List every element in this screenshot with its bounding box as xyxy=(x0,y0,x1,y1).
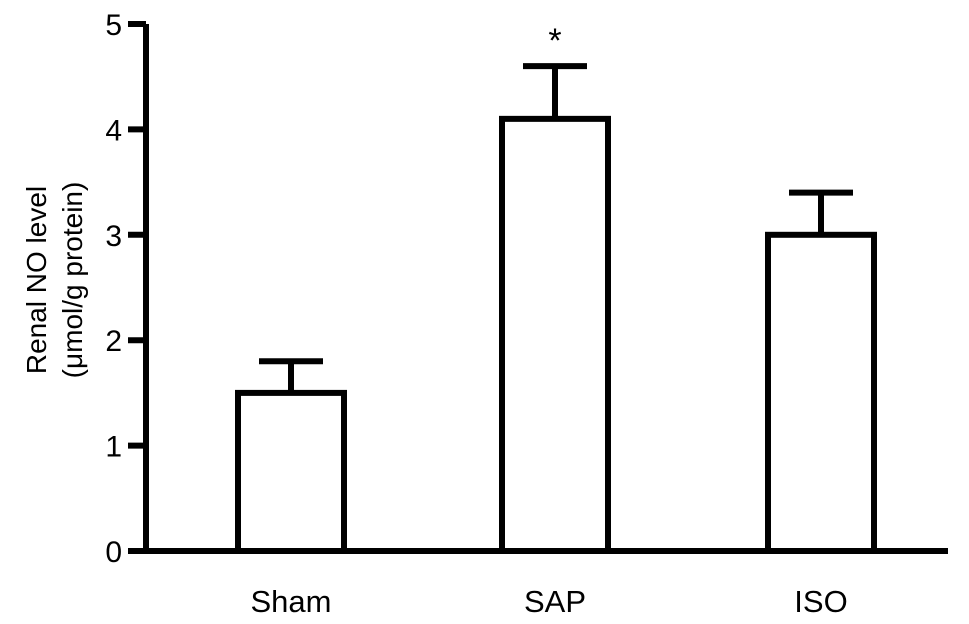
y-tick-label: 3 xyxy=(105,220,122,253)
error-bars xyxy=(259,63,853,393)
y-axis-title-line2: (μmol/g protein) xyxy=(57,182,88,379)
x-tick-label-iso: ISO xyxy=(794,584,847,619)
bar-sham xyxy=(235,389,347,554)
x-tick-label-sham: Sham xyxy=(251,584,332,619)
y-tick-label: 1 xyxy=(105,431,122,464)
y-tick-label: 4 xyxy=(105,114,122,147)
y-tick-label: 0 xyxy=(105,536,122,569)
y-axis-title: Renal NO level (μmol/g protein) xyxy=(21,182,88,379)
significance-marker: * xyxy=(548,22,561,60)
bars xyxy=(235,115,877,555)
y-axis-title-line1: Renal NO level xyxy=(21,186,52,374)
bar-sap xyxy=(499,115,611,555)
y-tick-label: 2 xyxy=(105,325,122,358)
annotations: * xyxy=(548,22,561,60)
y-axis: 0 1 2 3 4 5 xyxy=(105,9,149,569)
y-tick-label: 5 xyxy=(105,9,122,42)
category-labels: Sham SAP ISO xyxy=(251,584,848,619)
x-tick-label-sap: SAP xyxy=(524,584,586,619)
bar-iso xyxy=(765,231,877,555)
